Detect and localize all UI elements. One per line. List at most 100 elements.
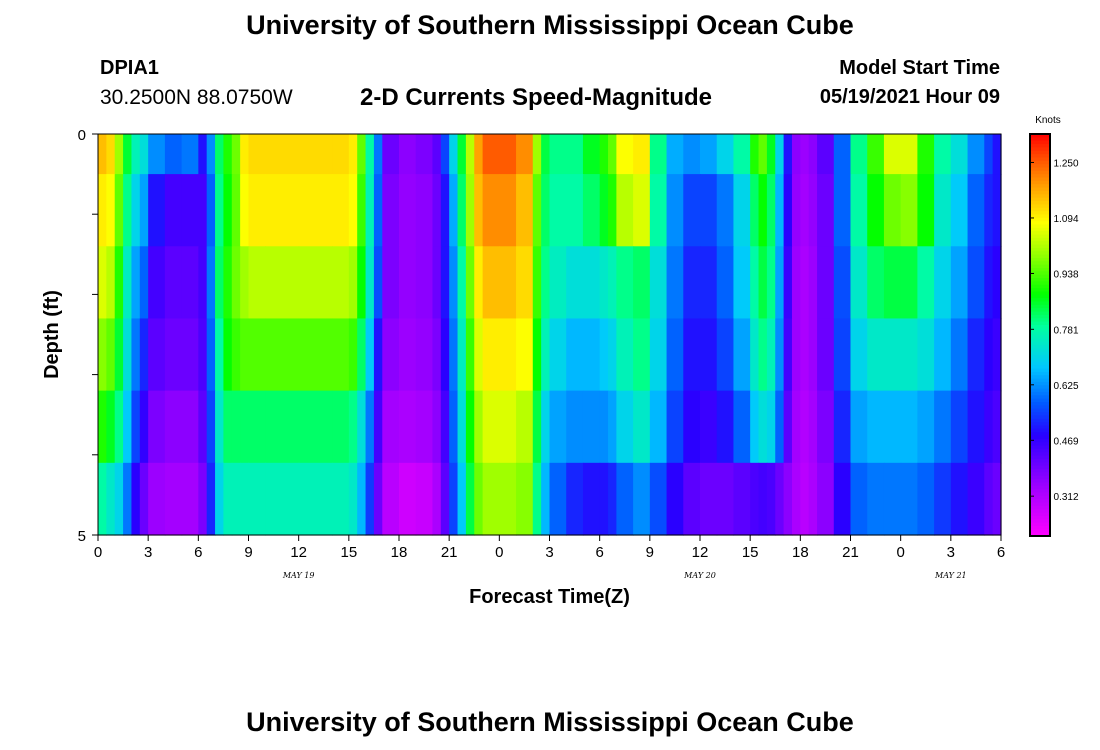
heatmap-cell [106,246,116,320]
heatmap-cell [649,390,668,464]
heatmap-cell [474,462,484,536]
heatmap-cell [298,318,333,392]
heatmap-cell [365,462,375,536]
heatmap-cell [666,246,684,320]
colorbar-segment [1030,442,1050,447]
heatmap-cell [240,390,250,464]
x-tick-label: 18 [792,544,809,561]
heatmap-cell [106,318,116,392]
colorbar-segment [1030,358,1050,363]
heatmap-cell [900,318,918,392]
heatmap-cell [766,390,776,464]
colorbar-segment [1030,519,1050,524]
colorbar-segment [1030,529,1050,534]
heatmap-cell [164,134,183,175]
colorbar-segment [1030,331,1050,336]
heatmap-cell [373,246,383,320]
heatmap-cell [181,318,199,392]
heatmap-cell [164,318,183,392]
colorbar-segment [1030,214,1050,219]
heatmap-cell [482,462,500,536]
heatmap-cell [348,390,358,464]
colorbar-segment [1030,522,1050,527]
colorbar-unit: Knots [1035,115,1061,126]
colorbar-segment [1030,422,1050,427]
heatmap-cell [800,134,810,175]
colorbar-segment [1030,288,1050,293]
colorbar-segment [1030,509,1050,514]
heatmap-cell [382,246,400,320]
heatmap-cell [549,174,567,247]
colorbar-segment [1030,244,1050,249]
heatmap-cell [800,246,810,320]
heatmap-cell [758,246,768,320]
heatmap-cell [800,462,810,536]
heatmap-cell [649,174,668,247]
heatmap-cell [206,318,216,392]
heatmap-cell [181,462,199,536]
colorbar-segment [1030,231,1050,236]
heatmap-cell [348,134,358,175]
colorbar-segment [1030,432,1050,437]
heatmap-cell [683,318,701,392]
heatmap-cell [440,390,450,464]
colorbar-segment [1030,271,1050,276]
x-tick-label: 12 [692,544,709,561]
heatmap-cell [833,390,852,464]
heatmap-cell [365,246,375,320]
colorbar-segment [1030,365,1050,370]
x-tick-label: 15 [340,544,357,561]
heatmap-cell [582,174,601,247]
colorbar-segment [1030,211,1050,215]
heatmap-cell [215,174,225,247]
heatmap-cell [373,318,383,392]
heatmap-cell [733,174,751,247]
colorbar-segment [1030,234,1050,239]
heatmap-cell [131,246,141,320]
heatmap-cell [482,246,500,320]
heatmap-cell [967,390,985,464]
colorbar-segment [1030,254,1050,259]
colorbar-segment [1030,338,1050,343]
heatmap-cell [98,318,107,392]
heatmap-cell [348,246,358,320]
heatmap-cell [432,174,442,247]
heatmap-cell [833,318,852,392]
x-tick-label: 6 [194,544,202,561]
heatmap-cell [206,390,216,464]
colorbar-segment [1030,177,1050,182]
heatmap-cell [967,318,985,392]
heatmap-cell [733,246,751,320]
heatmap-cell [206,134,216,175]
heatmap-cell [950,318,969,392]
x-tick-label: 12 [290,544,307,561]
heatmap-cell [223,174,233,247]
colorbar-segment [1030,150,1050,155]
date-label: MAY 21 [934,571,967,580]
x-tick-label: 6 [595,544,603,561]
heatmap-cell [716,246,735,320]
heatmap-cell [582,134,601,175]
colorbar-segment [1030,485,1050,490]
heatmap-cell [399,174,417,247]
heatmap-cell [532,390,542,464]
heatmap-cell [373,462,383,536]
heatmap-cell [432,246,442,320]
colorbar-segment [1030,170,1050,175]
colorbar-segment [1030,291,1050,296]
colorbar-segment [1030,164,1050,169]
colorbar-segment [1030,311,1050,316]
heatmap-cell [599,174,609,247]
heatmap-cell [148,246,166,320]
heatmap-cell [616,462,634,536]
heatmap-cell [198,174,208,247]
heatmap-cell [98,246,107,320]
heatmap-cell [967,246,985,320]
heatmap-cell [950,134,969,175]
heatmap-cell [649,134,668,175]
colorbar-segment [1030,197,1050,202]
heatmap-cell [733,318,751,392]
heatmap-cell [808,462,818,536]
heatmap-cell [223,318,233,392]
heatmap-cell [783,390,793,464]
